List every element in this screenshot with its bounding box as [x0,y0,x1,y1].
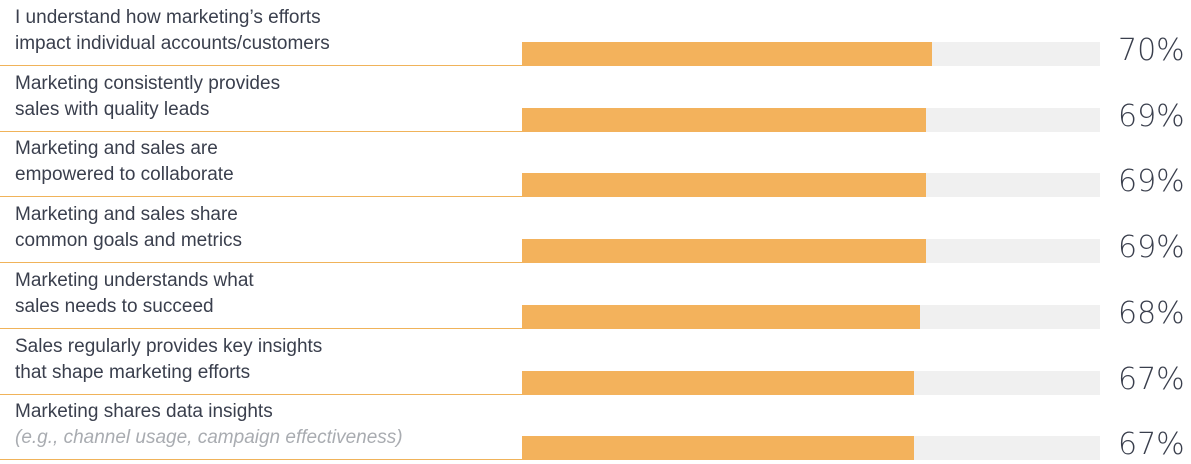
row-divider [0,327,522,329]
bar-track [522,436,1100,461]
chart-row: Marketing and sales share common goals an… [0,199,1191,265]
value-label: 67% [1118,361,1185,397]
row-divider [0,262,522,264]
value-label: 69% [1118,98,1185,134]
bar-track [522,173,1100,198]
category-label: Marketing shares data insights (e.g., cha… [15,399,495,451]
value-label: 69% [1118,230,1185,266]
value-label: 68% [1118,295,1185,331]
category-label: Sales regularly provides key insights tha… [15,334,495,386]
bar [522,304,920,329]
category-label: Marketing understands what sales needs to… [15,268,495,320]
category-label: Marketing and sales share common goals an… [15,202,495,254]
bar [522,173,926,198]
value-label: 67% [1118,427,1185,463]
chart-row: Marketing and sales are empowered to coll… [0,133,1191,199]
chart-row: Marketing consistently provides sales wit… [0,68,1191,134]
chart-row: Sales regularly provides key insights tha… [0,331,1191,397]
bar-track [522,107,1100,132]
category-label-line: empowered to collaborate [15,164,234,186]
category-label-line: that shape marketing efforts [15,361,251,383]
category-label-line: Marketing and sales share [15,204,238,226]
chart-row: Marketing understands what sales needs to… [0,265,1191,331]
chart-row: Marketing shares data insights (e.g., cha… [0,396,1191,462]
category-label-line: impact individual accounts/customers [15,33,330,54]
bar-track [522,304,1100,329]
category-label-line: Marketing consistently provides [15,72,281,94]
bar [522,239,926,264]
value-label: 70% [1118,33,1185,68]
bar [522,436,914,461]
category-label-line: (e.g., channel usage, campaign effective… [15,427,403,449]
bar-track [522,370,1100,395]
category-label-line: sales with quality leads [15,98,210,120]
row-divider [0,393,522,395]
category-label-line: I understand how marketing’s efforts [15,7,321,28]
bar [522,42,932,66]
bar-track [522,239,1100,264]
category-label-line: Marketing understands what [15,269,254,291]
bar [522,107,926,132]
category-label-line: sales needs to succeed [15,295,214,317]
row-divider [0,130,522,132]
row-divider [0,196,522,198]
row-divider [0,65,522,66]
category-label-line: Marketing shares data insights [15,401,273,423]
category-label-line: Sales regularly provides key insights [15,335,323,357]
category-label-line: Marketing and sales are [15,138,218,160]
chart-row: I understand how marketing’s efforts impa… [0,2,1191,68]
category-label: I understand how marketing’s efforts impa… [15,5,495,57]
bar-track [522,42,1100,66]
category-label: Marketing consistently provides sales wit… [15,71,495,123]
value-label: 69% [1118,164,1185,200]
category-label-line: common goals and metrics [15,230,243,252]
bar [522,370,914,395]
category-label: Marketing and sales are empowered to coll… [15,136,495,188]
